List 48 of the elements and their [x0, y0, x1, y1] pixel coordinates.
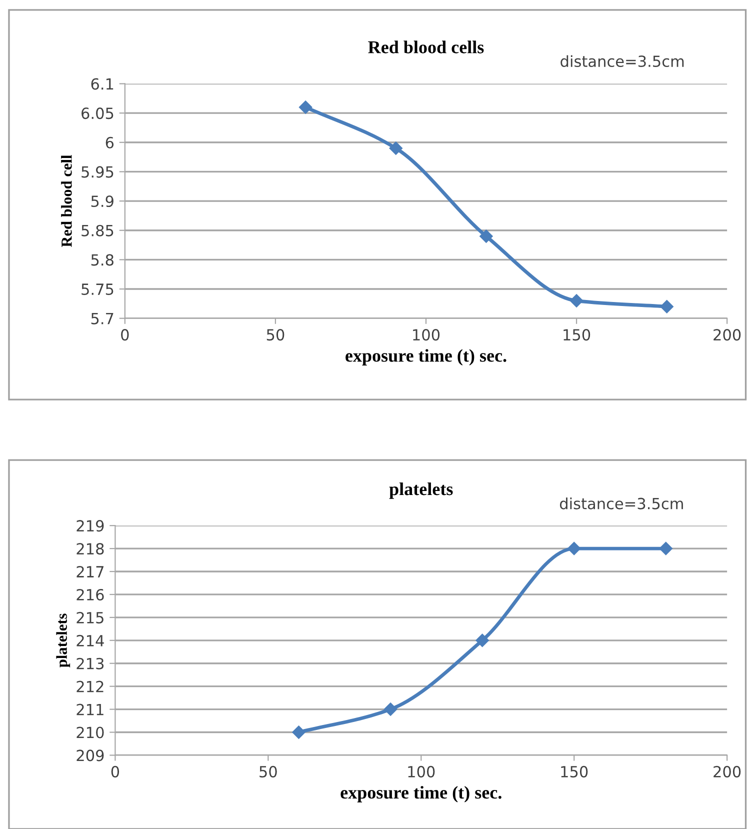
y-tick-label: 213: [76, 658, 104, 670]
chart-title: platelets: [389, 482, 453, 499]
y-tick-label: 5.75: [82, 284, 114, 296]
chart-title: Red blood cells: [368, 40, 484, 54]
x-tick-label: 50: [266, 329, 284, 341]
y-tick-label: 215: [76, 612, 104, 624]
x-axis-title: exposure time (t) sec.: [340, 786, 502, 802]
x-tick-label: 150: [561, 766, 588, 778]
point: [384, 702, 398, 716]
y-tick-label: 214: [76, 634, 104, 646]
x-tick-label: 100: [408, 766, 435, 778]
y-axis-title: Red blood cell: [61, 155, 72, 248]
point: [660, 300, 674, 314]
point: [568, 542, 581, 556]
point: [389, 142, 402, 155]
y-tick-label: 5.8: [91, 254, 114, 266]
x-tick-label: 0: [121, 329, 129, 341]
text: distance=3.5cm: [560, 498, 683, 510]
point: [292, 726, 306, 739]
point: [570, 294, 584, 308]
y-tick-label: 209: [76, 750, 104, 762]
y-tick-label: 210: [76, 726, 104, 738]
y-tick-label: 5.7: [91, 313, 114, 324]
y-tick-label: 5.9: [91, 196, 114, 208]
y-tick-label: 217: [76, 566, 104, 578]
y-axis-title: platelets: [56, 614, 70, 668]
y-tick-label: 5.95: [82, 166, 114, 178]
y-tick-label: 211: [76, 704, 104, 716]
x-tick-label: 50: [260, 766, 277, 778]
x-tick-label: 150: [564, 329, 590, 341]
x-tick-label: 200: [714, 766, 741, 778]
y-tick-label: 6.1: [91, 78, 114, 90]
x-tick-label: 200: [714, 329, 741, 341]
y-tick-label: 218: [76, 543, 104, 555]
y-tick-label: 219: [76, 520, 104, 532]
y-tick-label: 5.85: [82, 224, 114, 236]
y-tick-label: 212: [76, 680, 104, 692]
y-tick-label: 6: [106, 136, 114, 148]
point: [659, 542, 672, 556]
point: [480, 230, 493, 243]
point: [476, 634, 489, 647]
y-tick-label: 6.05: [82, 108, 114, 120]
text: distance=3.5cm: [560, 55, 684, 68]
x-axis-title: exposure time (t) sec.: [346, 349, 506, 366]
x-tick-label: 0: [111, 766, 120, 778]
point: [298, 100, 312, 114]
x-tick-label: 100: [413, 329, 440, 341]
y-tick-label: 216: [76, 588, 104, 600]
